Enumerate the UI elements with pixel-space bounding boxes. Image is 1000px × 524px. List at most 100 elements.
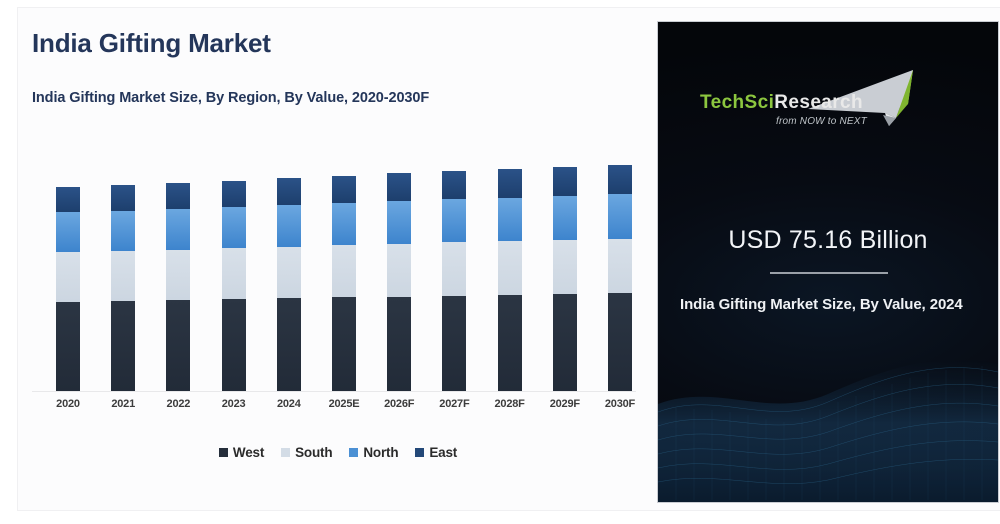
bar-segment-east [608, 164, 632, 195]
legend-label: North [363, 445, 399, 460]
bar-segment-north [608, 194, 632, 239]
chart-subtitle: India Gifting Market Size, By Region, By… [32, 90, 430, 106]
x-axis-tick-label: 2022 [166, 398, 191, 410]
bar-segment-west [166, 300, 191, 391]
bar-segment-west [497, 294, 522, 391]
wave-mesh-svg [658, 359, 998, 502]
bar-segment-north [56, 212, 80, 253]
bar-group [221, 180, 246, 391]
bar-group [442, 171, 467, 391]
legend-item-south[interactable]: South [281, 445, 333, 460]
bar-segment-east [332, 175, 356, 203]
bar-group [276, 178, 301, 391]
bar-segment-west [608, 293, 632, 391]
chart-card: India Gifting Market India Gifting Marke… [18, 8, 1000, 510]
bar-group [332, 175, 356, 391]
bar-group [111, 185, 136, 391]
x-axis-tick-label: 2024 [276, 398, 301, 410]
bar-segment-south [497, 241, 522, 295]
bar-segment-west [442, 295, 467, 391]
bar-group [608, 164, 632, 391]
legend-swatch-icon [415, 448, 425, 457]
bar-group [497, 169, 522, 391]
x-axis-tick-labels: 2020 2021 2022 2023 2024 2025E 2026F 2027F 2028F… [18, 398, 658, 418]
bar-segment-south [442, 242, 467, 296]
bar-group [56, 187, 80, 391]
bar-segment-west [221, 299, 246, 391]
x-axis-tick-label: 2026F [384, 398, 415, 410]
bar-group [552, 166, 577, 391]
legend-swatch-icon [218, 448, 228, 457]
bar-segment-east [497, 169, 522, 198]
legend-label: West [232, 445, 265, 460]
x-axis-tick-label: 2030F [604, 398, 636, 410]
bar-segment-east [276, 178, 301, 206]
bar-segment-east [56, 187, 80, 213]
bar-segment-west [276, 298, 301, 391]
x-axis-tick-label: 2028F [494, 398, 525, 410]
legend-item-east[interactable]: East [415, 445, 457, 460]
bar-segment-north [387, 201, 412, 244]
arrow-swoosh-icon [808, 70, 913, 126]
chart-panel: India Gifting Market India Gifting Marke… [18, 8, 658, 510]
bar-segment-east [111, 185, 136, 211]
x-axis-tick-label: 2021 [111, 398, 136, 410]
bar-series-container [18, 158, 658, 391]
bar-segment-north [111, 210, 136, 251]
bar-segment-west [552, 294, 577, 391]
legend-swatch-icon [349, 448, 359, 457]
brand-logo: TechSciResearch from NOW to NEXT [658, 56, 998, 148]
bar-segment-west [111, 300, 136, 391]
logo-tagline: from NOW to NEXT [776, 116, 867, 127]
logo-text-research: Research [774, 92, 864, 113]
divider [770, 272, 888, 274]
logo-text-sci: Sci [744, 92, 775, 113]
bar-segment-east [166, 182, 191, 209]
legend-swatch-icon [281, 448, 291, 457]
bar-segment-south [221, 248, 246, 300]
plot-area [18, 158, 658, 398]
x-axis-tick-label: 2027F [439, 398, 470, 410]
bar-segment-east [442, 171, 467, 200]
legend-label: East [429, 445, 458, 460]
logo-text-tech: Tech [700, 92, 745, 113]
legend-item-west[interactable]: West [218, 445, 265, 460]
bar-segment-east [221, 180, 246, 207]
bar-group [387, 173, 412, 391]
bar-segment-south [552, 239, 577, 295]
legend-item-north[interactable]: North [349, 445, 399, 460]
logo-wordmark: TechSciResearch [700, 92, 863, 114]
x-axis-tick-label: 2020 [56, 398, 80, 410]
bar-segment-south [608, 238, 632, 294]
bar-segment-north [552, 195, 577, 240]
bar-segment-north [221, 206, 246, 249]
bar-segment-south [166, 249, 191, 301]
bar-segment-north [276, 205, 301, 247]
headline-value: USD 75.16 Billion [728, 226, 928, 254]
bar-segment-north [442, 199, 467, 243]
wave-mesh-graphic [658, 342, 998, 502]
bar-segment-south [56, 252, 80, 302]
bar-segment-east [552, 166, 577, 196]
bar-group [166, 182, 191, 391]
bar-segment-west [332, 297, 356, 391]
x-axis-line [32, 391, 636, 392]
bar-segment-west [56, 301, 80, 391]
bar-segment-north [166, 209, 191, 250]
bar-segment-west [387, 296, 412, 391]
x-axis-tick-label: 2025E [328, 398, 360, 410]
bar-segment-south [387, 243, 412, 297]
bar-segment-south [332, 245, 356, 298]
x-axis-tick-label: 2029F [549, 398, 580, 410]
bar-segment-south [111, 250, 136, 301]
side-panel: TechSciResearch from NOW to NEXT USD 75.… [658, 22, 998, 502]
chart-legend: West South North East [18, 445, 658, 460]
bar-segment-south [276, 246, 301, 299]
headline-caption: India Gifting Market Size, By Value, 202… [680, 296, 963, 313]
legend-label: South [295, 445, 333, 460]
bar-segment-north [332, 202, 356, 246]
bar-segment-east [387, 173, 412, 202]
bar-segment-north [497, 197, 522, 242]
page-title: India Gifting Market [32, 28, 271, 58]
